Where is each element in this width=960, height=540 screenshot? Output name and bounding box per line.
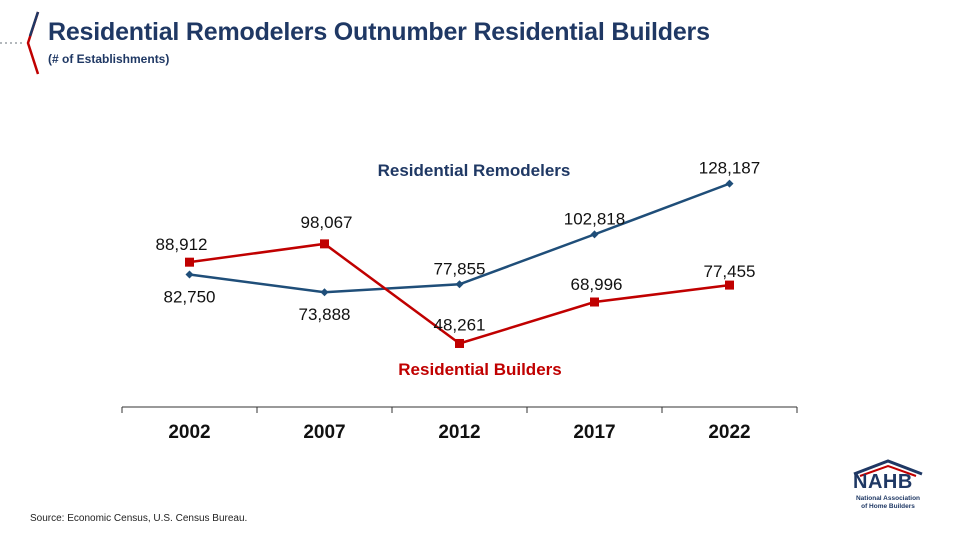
data-label: 128,187 [699,159,760,178]
x-tick-label: 2007 [303,422,345,443]
data-label: 77,455 [704,262,756,281]
data-point-builders [590,297,599,307]
data-point-remodelers [185,270,194,279]
x-tick-label: 2022 [708,422,750,443]
series-markers [185,179,734,348]
data-label: 68,996 [571,275,623,294]
x-axis: 2002 2007 2012 2017 2022 [121,406,798,443]
logo-wordmark: NAHB [853,471,913,493]
logo-subtitle: National Association of Home Builders [855,495,921,510]
data-label: 88,912 [156,235,208,254]
data-label: 98,067 [301,213,353,232]
series-names: Residential Remodelers Residential Builde… [378,161,571,379]
data-point-remodelers [320,288,329,297]
house-roof-icon [853,459,923,477]
page-subtitle: (# of Establishments) [48,52,170,66]
page-title: Residential Remodelers Outnumber Residen… [48,18,710,46]
data-label: 102,818 [564,209,625,228]
series-name-label: Residential Builders [398,360,561,379]
x-tick-label: 2012 [438,422,480,443]
nahb-logo: NAHB National Association of Home Builder… [846,458,930,518]
data-point-remodelers [725,179,734,188]
series-name-label: Residential Remodelers [378,161,571,180]
x-tick-label: 2002 [168,422,210,443]
data-point-builders [185,257,194,267]
data-label: 48,261 [434,315,486,334]
x-tick-label: 2017 [573,422,615,443]
data-point-remodelers [455,280,464,289]
data-labels: 82,750 73,888 77,855 102,818 128,187 88,912 98… [156,159,761,335]
data-label: 77,855 [434,259,486,278]
header-accent-mark [0,11,40,75]
data-point-remodelers [590,230,599,239]
data-label: 82,750 [164,288,216,307]
data-point-builders [455,338,464,348]
data-point-builders [320,239,329,249]
data-label: 73,888 [299,305,351,324]
data-point-builders [725,280,734,290]
source-note: Source: Economic Census, U.S. Census Bur… [30,513,248,524]
